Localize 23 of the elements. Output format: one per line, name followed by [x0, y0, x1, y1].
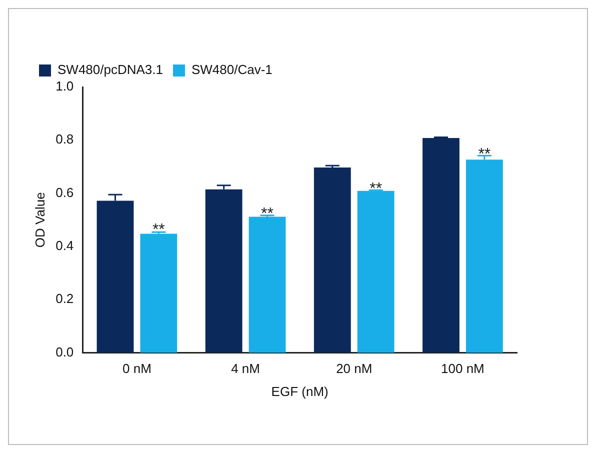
bar: [314, 168, 351, 353]
bar: [140, 234, 178, 353]
x-tick-label: 0 nM: [122, 361, 152, 376]
x-tick-label: 4 nM: [231, 361, 260, 376]
y-tick-label: 0.8: [56, 132, 74, 147]
annotation: **: [370, 180, 382, 198]
y-axis-title: OD Value: [32, 192, 48, 248]
y-tick-label: 0.0: [56, 344, 74, 360]
bar: [248, 216, 286, 353]
x-tick-label: 100 nM: [441, 361, 484, 376]
legend-label: SW480/Cav-1: [191, 62, 272, 78]
x-tick-label: 20 nM: [336, 361, 372, 376]
y-tick-label: 0.6: [56, 184, 74, 200]
y-tick-label: 0.2: [56, 291, 74, 306]
y-tick-label: 1.0: [56, 78, 74, 94]
annotation: **: [261, 206, 274, 223]
bar: [422, 138, 460, 353]
annotation: **: [478, 146, 491, 163]
legend-label: SW480/pcDNA3.1: [58, 62, 163, 78]
y-tick-label: 0.4: [56, 238, 74, 254]
annotation: **: [152, 222, 165, 239]
x-axis-title: EGF (nM): [271, 384, 328, 399]
bar: [357, 190, 394, 353]
